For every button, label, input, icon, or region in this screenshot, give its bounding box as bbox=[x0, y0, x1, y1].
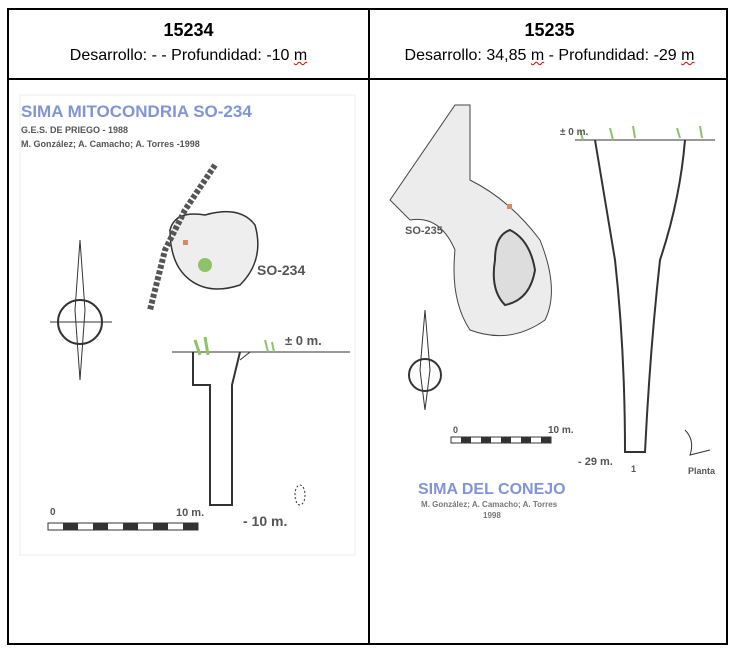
drawing-group: G.E.S. DE PRIEGO - 1988 bbox=[21, 125, 129, 135]
cave-code-label: SO-235 bbox=[405, 225, 443, 237]
depth-bottom: - 10 m. bbox=[243, 513, 288, 529]
scale-start: 0 bbox=[453, 425, 459, 435]
scale-end: 10 m. bbox=[548, 425, 574, 436]
cave-stats: Desarrollo: - - Profundidad: -10 m bbox=[69, 47, 308, 64]
cave-id: 15235 bbox=[524, 20, 575, 40]
column-divider bbox=[368, 10, 370, 643]
cave-survey-sketch bbox=[19, 94, 356, 556]
depth-bottom: - 29 m. bbox=[578, 456, 613, 468]
header-15235: 15235 Desarrollo: 34,85 m - Profundidad:… bbox=[370, 10, 729, 78]
header-divider bbox=[9, 78, 726, 80]
scale-start: 0 bbox=[50, 507, 56, 518]
cave-table: 15234 Desarrollo: - - Profundidad: -10 m… bbox=[7, 8, 728, 645]
plan-label: Planta bbox=[688, 466, 716, 476]
drawing-authors: M. González; A. Camacho; A. Torres -1998 bbox=[21, 139, 200, 149]
cave-drawing-15234: SIMA MITOCONDRIA SO-234 G.E.S. DE PRIEGO… bbox=[19, 94, 356, 556]
depth-top: ± 0 m. bbox=[560, 127, 589, 138]
header-15234: 15234 Desarrollo: - - Profundidad: -10 m bbox=[9, 10, 368, 78]
drawing-title: SIMA DEL CONEJO bbox=[418, 481, 566, 498]
depth-top: ± 0 m. bbox=[285, 333, 322, 348]
drawing-year: 1998 bbox=[483, 511, 501, 520]
cave-id: 15234 bbox=[163, 20, 214, 40]
scale-end: 10 m. bbox=[176, 507, 205, 519]
cave-stats: Desarrollo: 34,85 m - Profundidad: -29 m bbox=[404, 47, 695, 64]
cave-code-label: SO-234 bbox=[257, 262, 306, 278]
drawing-authors: M. González; A. Camacho; A. Torres bbox=[421, 500, 558, 509]
drawing-title: SIMA MITOCONDRIA SO-234 bbox=[21, 102, 252, 121]
section-mark: 1 bbox=[631, 464, 637, 474]
